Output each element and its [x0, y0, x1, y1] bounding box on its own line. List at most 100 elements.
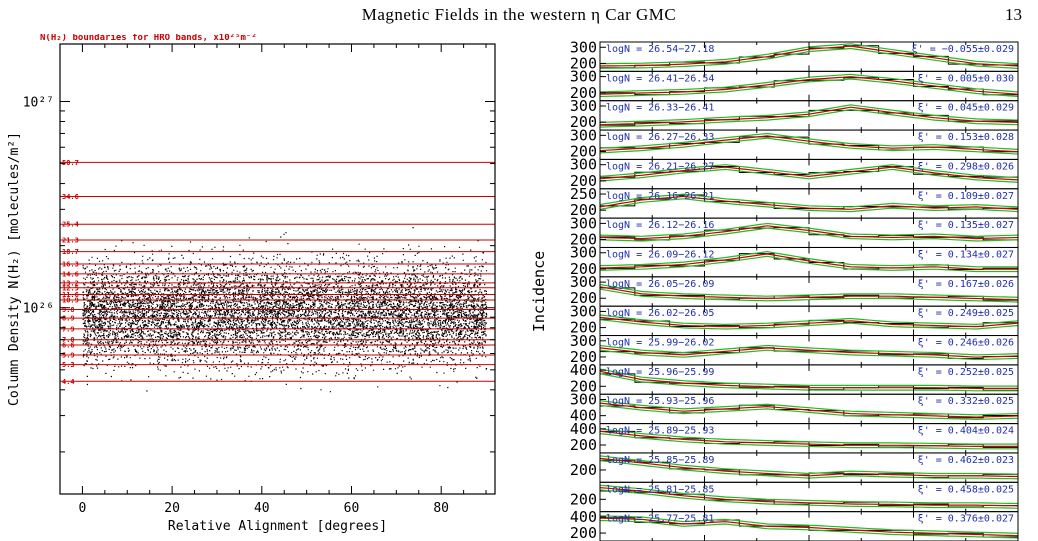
y-tick-label: 10²⁷	[23, 95, 54, 110]
fit-curve	[599, 347, 1019, 358]
fit-curve	[599, 286, 1019, 301]
histogram-panel: 200 logN = 25.81−25.85 ξ' = 0.458±0.025	[570, 481, 1019, 513]
boundary-label: 18.7	[62, 248, 79, 256]
panel-xi-label: ξ' = 0.404±0.024	[918, 426, 1014, 437]
panel-xi-label: ξ' = 0.167±0.026	[918, 279, 1014, 290]
y-tick-label: 400	[570, 508, 597, 526]
boundary-label: 14.6	[62, 270, 79, 278]
envelope-upper	[599, 132, 1019, 150]
y-tick-label: 200	[570, 524, 597, 541]
y-tick-label: 300	[570, 68, 597, 86]
y-tick-label: 200	[570, 231, 597, 249]
y-tick-label: 250	[570, 185, 597, 203]
boundary-label: 12.5	[62, 284, 79, 292]
fit-curve	[599, 135, 1019, 153]
y-tick-label: 400	[570, 407, 597, 425]
y-tick-label: 200	[570, 348, 597, 366]
boundary-label: 50.7	[62, 159, 79, 167]
boundary-label: 7.9	[62, 325, 75, 333]
panel-xi-label: ξ' = 0.458±0.025	[918, 484, 1014, 495]
page-header: Magnetic Fields in the western η Car GMC…	[0, 0, 1038, 30]
y-tick-label: 300	[570, 302, 597, 320]
x-tick-label: 40	[254, 501, 270, 516]
panel-xi-label: ξ' = 0.252±0.025	[918, 367, 1014, 378]
panel-range-label: logN = 25.99−26.02	[606, 338, 714, 349]
envelope-lower	[599, 227, 1019, 242]
y-axis-label: Incidence	[530, 251, 548, 332]
fit-curve	[599, 517, 1019, 537]
envelope-upper	[599, 104, 1019, 123]
panel-xi-label: ξ' = 0.332±0.025	[918, 396, 1014, 407]
page-number: 13	[1005, 5, 1022, 24]
boundary-label: 13.2	[62, 279, 79, 287]
boundary-label: 16.3	[62, 260, 79, 268]
panel-xi-label: ξ' = 0.462±0.023	[918, 455, 1014, 466]
fit-curve	[599, 370, 1018, 389]
fit-curve	[599, 106, 1019, 126]
envelope-upper	[599, 283, 1019, 298]
panel-xi-label: ξ' = 0.109±0.027	[918, 191, 1014, 202]
panel-range-label: logN = 26.05−26.09	[606, 279, 714, 290]
panel-range-label: logN = 26.16−26.21	[606, 191, 714, 202]
panel-range-label: logN = 25.85−25.89	[606, 455, 714, 466]
panel-range-label: logN = 26.02−26.05	[606, 308, 714, 319]
panel-xi-label: ξ' = 0.045±0.029	[918, 103, 1014, 114]
y-tick-label: 200	[570, 289, 597, 307]
panel-xi-label: ξ' = 0.246±0.026	[918, 338, 1014, 349]
histogram-steps	[600, 318, 1018, 329]
panel-range-label: logN = 25.81−25.85	[606, 484, 714, 495]
panel-range-label: logN = 26.33−26.41	[606, 103, 714, 114]
envelope-upper	[599, 250, 1018, 268]
panel-range-label: logN = 26.12−26.16	[606, 220, 714, 231]
y-tick-label: 10²⁶	[23, 302, 54, 317]
y-tick-label: 300	[570, 273, 597, 291]
fit-curve	[599, 402, 1019, 418]
fit-curve	[599, 166, 1019, 181]
y-tick-label: 300	[570, 332, 597, 350]
fit-curve	[599, 225, 1019, 240]
envelope-lower	[599, 108, 1019, 128]
panel-xi-label: ξ' = −0.055±0.029	[912, 44, 1014, 55]
boundary-label: 5.3	[62, 361, 75, 369]
scatter-point-cloud	[82, 227, 488, 393]
envelope-lower	[599, 319, 1019, 330]
boundary-label: 34.6	[62, 193, 79, 201]
envelope-lower	[599, 489, 1019, 509]
x-tick-label: 80	[433, 501, 449, 516]
x-tick-label: 20	[164, 501, 180, 516]
panel-range-label: logN = 26.41−26.54	[606, 73, 714, 84]
panel-range-label: logN = 25.89−25.93	[606, 426, 714, 437]
panel-xi-label: ξ' = 0.005±0.030	[918, 73, 1014, 84]
envelope-lower	[599, 137, 1019, 155]
scatter-points	[82, 227, 488, 393]
envelope-lower	[599, 288, 1019, 303]
envelope-lower	[599, 519, 1019, 539]
boundary-lines: 50.7 34.6 25.4 21.3 18.7 16.3 14.613.212.511.6…	[60, 159, 495, 386]
panel-range-label: logN = 26.27−26.33	[606, 132, 714, 143]
panel-range-label: logN = 25.96−25.99	[606, 367, 714, 378]
y-tick-label: 300	[570, 38, 597, 56]
boundary-label: 21.3	[62, 237, 79, 245]
boundary-label: 5.9	[62, 352, 75, 360]
y-tick-label: 400	[570, 420, 597, 438]
y-tick-label: 300	[570, 244, 597, 262]
boundary-label: 7.0	[62, 336, 75, 344]
boundary-label: 6.6	[62, 341, 75, 349]
y-tick-label: 200	[570, 490, 597, 508]
y-tick-label: 200	[570, 113, 597, 131]
fit-curve	[599, 45, 1019, 67]
boundary-label: 11.6	[62, 291, 79, 299]
panel-xi-label: ξ' = 0.298±0.026	[918, 161, 1014, 172]
envelope-upper	[599, 484, 1019, 505]
panel-range-label: logN = 26.21−26.27	[606, 161, 714, 172]
